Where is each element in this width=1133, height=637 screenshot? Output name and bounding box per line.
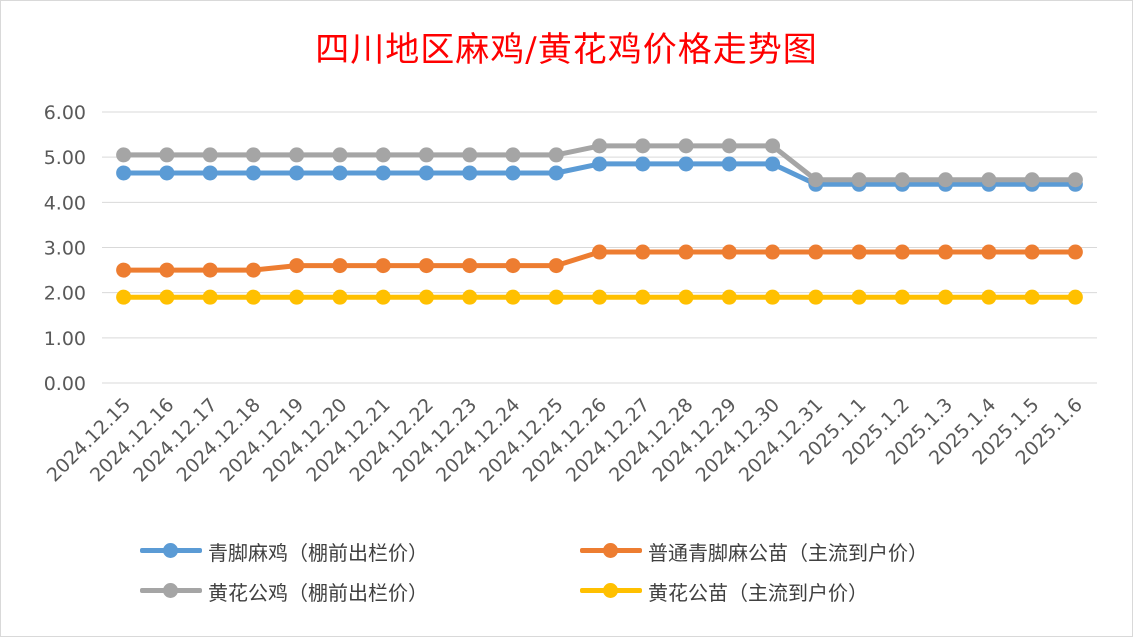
- data-point-series-3: [678, 138, 694, 154]
- data-point-series-3: [159, 147, 175, 163]
- data-point-series-1: [505, 165, 521, 181]
- data-point-series-3: [894, 172, 910, 188]
- data-point-series-4: [159, 289, 175, 305]
- data-point-series-2: [592, 244, 607, 260]
- data-point-series-2: [375, 258, 391, 274]
- data-point-series-4: [721, 289, 737, 305]
- data-point-series-4: [332, 289, 348, 305]
- y-tick-label: 0.00: [44, 373, 86, 395]
- data-point-series-2: [1024, 244, 1040, 260]
- data-point-series-2: [678, 244, 694, 260]
- y-tick-label: 5.00: [44, 147, 86, 169]
- data-point-series-4: [678, 289, 694, 305]
- data-point-series-4: [116, 289, 132, 305]
- data-point-series-3: [765, 138, 781, 154]
- data-point-series-2: [289, 258, 305, 274]
- data-point-series-3: [332, 147, 348, 163]
- data-point-series-3: [548, 147, 564, 163]
- data-point-series-4: [245, 289, 261, 305]
- data-point-series-2: [851, 244, 867, 260]
- data-point-series-1: [418, 165, 434, 181]
- data-point-series-4: [894, 289, 910, 305]
- data-point-series-3: [1024, 172, 1040, 188]
- data-point-series-3: [462, 147, 478, 163]
- data-point-series-1: [462, 165, 478, 181]
- data-point-series-2: [938, 244, 954, 260]
- chart-title: 四川地区麻鸡/黄花鸡价格走势图: [315, 30, 818, 70]
- data-point-series-1: [116, 165, 132, 181]
- data-point-series-2: [635, 244, 651, 260]
- data-point-series-2: [505, 258, 521, 274]
- y-tick-label: 6.00: [44, 102, 86, 124]
- data-point-series-2: [548, 258, 564, 274]
- data-point-series-2: [332, 258, 348, 274]
- data-point-series-3: [592, 138, 607, 154]
- data-point-series-3: [721, 138, 737, 154]
- data-point-series-1: [548, 165, 564, 181]
- data-point-series-2: [721, 244, 737, 260]
- data-point-series-1: [332, 165, 348, 181]
- data-point-series-4: [1024, 289, 1040, 305]
- data-point-series-3: [851, 172, 867, 188]
- data-point-series-4: [938, 289, 954, 305]
- data-point-series-3: [505, 147, 521, 163]
- data-point-series-1: [678, 156, 694, 172]
- data-point-series-3: [418, 147, 434, 163]
- data-point-series-3: [635, 138, 651, 154]
- data-point-series-3: [938, 172, 954, 188]
- x-axis-ticks: 2024.12.152024.12.162024.12.172024.12.18…: [43, 394, 1087, 486]
- data-point-series-4: [592, 289, 607, 305]
- data-point-series-4: [289, 289, 305, 305]
- data-point-series-3: [289, 147, 305, 163]
- data-point-series-1: [159, 165, 175, 181]
- data-point-series-1: [375, 165, 391, 181]
- data-point-series-4: [505, 289, 521, 305]
- data-point-series-4: [548, 289, 564, 305]
- data-point-series-4: [462, 289, 478, 305]
- y-tick-label: 1.00: [44, 328, 86, 350]
- data-point-series-2: [981, 244, 997, 260]
- data-point-series-4: [765, 289, 781, 305]
- data-point-series-4: [981, 289, 997, 305]
- data-point-series-1: [245, 165, 261, 181]
- y-tick-label: 4.00: [44, 192, 86, 214]
- data-point-series-1: [289, 165, 305, 181]
- data-point-series-4: [808, 289, 824, 305]
- data-point-series-1: [765, 156, 781, 172]
- y-axis-ticks: 0.00 1.00 2.00 3.00 4.00 5.00 6.00: [44, 102, 86, 395]
- data-point-series-4: [635, 289, 651, 305]
- data-point-series-2: [1067, 244, 1083, 260]
- data-point-series-1: [592, 156, 607, 172]
- y-tick-label: 2.00: [44, 283, 86, 305]
- data-point-series-3: [981, 172, 997, 188]
- data-point-series-2: [245, 262, 261, 278]
- data-point-series-2: [418, 258, 434, 274]
- y-tick-label: 3.00: [44, 238, 86, 260]
- data-point-series-3: [1067, 172, 1083, 188]
- data-point-series-1: [202, 165, 218, 181]
- data-point-series-3: [375, 147, 391, 163]
- data-point-series-4: [851, 289, 867, 305]
- data-point-series-1: [635, 156, 651, 172]
- data-point-series-2: [765, 244, 781, 260]
- data-point-series-2: [462, 258, 478, 274]
- data-point-series-2: [116, 262, 132, 278]
- data-point-series-4: [1067, 289, 1083, 305]
- data-point-series-2: [202, 262, 218, 278]
- data-point-series-3: [245, 147, 261, 163]
- data-point-series-3: [116, 147, 132, 163]
- data-point-series-3: [202, 147, 218, 163]
- data-point-series-1: [721, 156, 737, 172]
- data-point-series-2: [159, 262, 175, 278]
- data-point-series-3: [808, 172, 824, 188]
- data-point-series-2: [894, 244, 910, 260]
- data-point-series-4: [375, 289, 391, 305]
- data-point-series-4: [202, 289, 218, 305]
- data-point-series-4: [418, 289, 434, 305]
- data-point-series-2: [808, 244, 824, 260]
- series-points: [116, 138, 1083, 305]
